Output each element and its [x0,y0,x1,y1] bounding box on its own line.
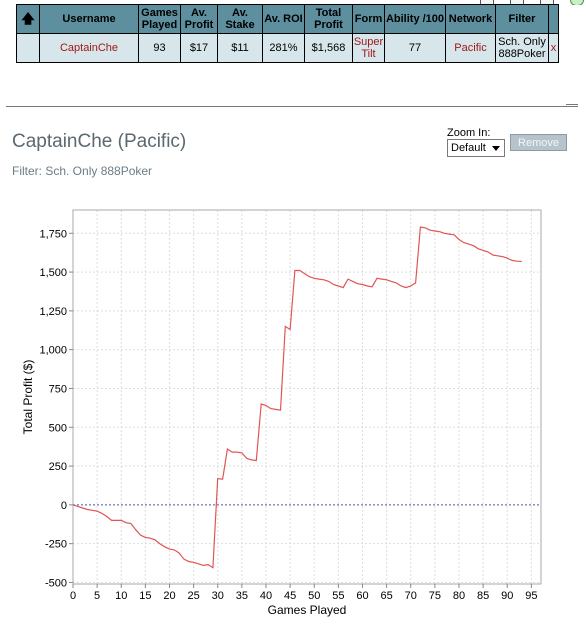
x-tick-label: 30 [212,590,224,602]
page-title: CaptainChe (Pacific) [12,131,187,152]
x-axis-label: Games Played [268,603,347,617]
table-row: CaptainChe 93 $17 $11 281% $1,568 Super … [16,33,559,63]
x-tick-label: 75 [429,590,441,602]
player-stats-table: 🡅 Username Games Played Av. Profit Av. S… [16,4,559,63]
av-stake-value: $11 [217,33,263,63]
x-tick-label: 85 [477,590,489,602]
x-tick-label: 20 [163,590,175,602]
ability-value: 77 [384,33,446,63]
x-tick-label: 60 [356,590,368,602]
sort-column-header[interactable]: 🡅 [16,4,40,34]
total-profit-value: $1,568 [304,33,353,63]
x-tick-label: 95 [525,590,537,602]
toolbar-icons [470,0,586,5]
av-roi-value: 281% [262,33,305,63]
y-tick-label: -250 [45,539,67,551]
x-tick-label: 5 [94,590,100,602]
filter-column-header[interactable]: Filter [495,4,549,34]
form-link[interactable]: Super Tilt [352,33,385,63]
x-axis-ticks: 0 5 10 15 20 25 30 35 40 45 50 55 60 65 70 75 80 85 90 95 [70,584,537,602]
games-played-value: 93 [138,33,181,63]
x-tick-label: 50 [308,590,320,602]
zoom-select-value: Default [451,142,486,154]
username-link[interactable]: CaptainChe [39,33,139,63]
zoom-select[interactable]: Default [447,139,505,157]
plot-area [72,209,542,585]
y-tick-label: 250 [49,461,67,473]
x-tick-label: 45 [284,590,296,602]
total-profit-column-header[interactable]: Total Profit [304,4,353,34]
section-divider [6,106,578,107]
x-tick-label: 10 [115,590,127,602]
y-tick-label: 1,750 [39,228,67,240]
y-axis-ticks: -500 -250 0 250 500 750 1,000 1,250 1,500 1,750 [39,228,73,589]
chevron-down-icon[interactable] [492,146,500,151]
y-tick-label: 500 [49,422,67,434]
x-tick-label: 35 [236,590,248,602]
filter-value: Sch. Only 888Poker [495,33,549,63]
x-tick-label: 25 [187,590,199,602]
network-link[interactable]: Pacific [445,33,496,63]
x-tick-label: 90 [501,590,513,602]
refresh-icon[interactable] [570,0,584,5]
y-tick-label: 1,500 [39,267,67,279]
av-roi-column-header[interactable]: Av. ROI [262,4,305,34]
filter-description: Filter: Sch. Only 888Poker [12,164,153,178]
form-column-header[interactable]: Form [352,4,385,34]
x-tick-label: 15 [139,590,151,602]
ability-column-header[interactable]: Ability /100 [384,4,446,34]
y-axis-label: Total Profit ($) [21,360,35,435]
y-tick-label: 1,250 [39,306,67,318]
sort-up-arrow-icon[interactable]: 🡅 [21,10,35,26]
y-tick-label: 0 [61,500,67,512]
divider-end [566,104,578,109]
network-column-header[interactable]: Network [445,4,496,34]
remove-row-link[interactable]: x [548,33,559,63]
av-profit-value: $17 [180,33,218,63]
x-tick-label: 55 [332,590,344,602]
av-profit-column-header[interactable]: Av. Profit [180,4,218,34]
window-icon[interactable] [510,0,524,5]
series-line-total-profit [72,226,522,569]
x-tick-label: 70 [405,590,417,602]
table-header-row: 🡅 Username Games Played Av. Profit Av. S… [16,4,559,34]
x-tick-label: 40 [260,590,272,602]
y-tick-label: 750 [49,383,67,395]
export-icon[interactable] [540,0,554,5]
av-stake-column-header[interactable]: Av. Stake [217,4,263,34]
zoom-label: Zoom In: [447,127,491,139]
print-icon[interactable] [480,0,494,5]
x-tick-label: 65 [380,590,392,602]
chart-grid [72,210,541,584]
x-tick-label: 80 [453,590,465,602]
y-tick-label: -500 [45,577,67,589]
empty-cell [16,33,40,63]
games-played-column-header[interactable]: Games Played [138,4,181,34]
remove-button[interactable]: Remove [510,134,567,151]
username-column-header[interactable]: Username [39,4,139,34]
y-tick-label: 1,000 [39,345,67,357]
remove-column-header [548,4,559,34]
x-tick-label: 0 [70,590,76,602]
